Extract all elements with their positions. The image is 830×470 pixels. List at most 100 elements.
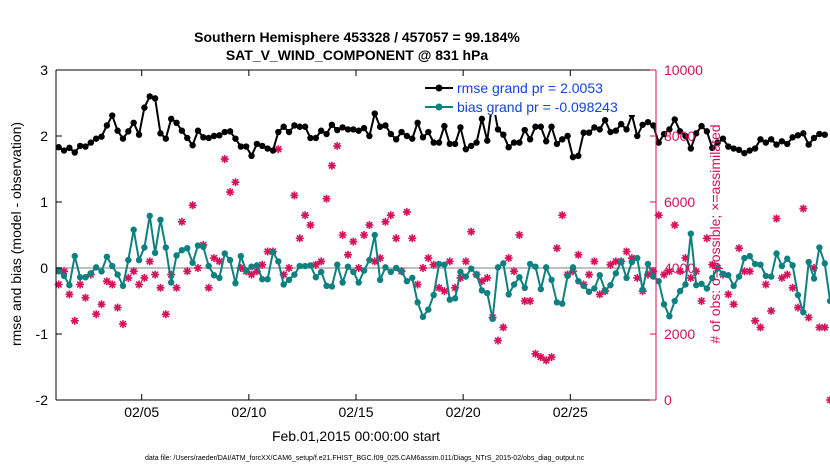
bias-point [226,256,234,264]
rmse-point [275,128,282,136]
obs-count-marker [151,270,160,279]
obs-count-marker [129,267,138,276]
rmse-point [248,152,255,159]
bias-point [141,244,148,251]
obs-count-marker [140,273,149,282]
obs-count-marker [542,356,551,365]
rmse-point [446,140,453,148]
rmse-point [366,132,373,140]
rmse-point [339,124,346,131]
legend-rmse-marker [435,84,443,92]
footnote: data file: /Users/raeder/DAI/ATM_forcXX/… [145,455,585,462]
bias-point [559,300,566,307]
rmse-point [484,137,491,144]
obs-count-marker [611,257,620,266]
rmse-point [323,130,330,138]
obs-count-marker [60,267,69,276]
bias-point [521,284,528,291]
rmse-point [173,119,180,127]
rmse-point [221,128,228,136]
obs-count-marker [788,283,797,292]
obs-count-marker [826,396,830,404]
obs-count-marker [654,211,663,220]
bias-point [789,262,796,269]
rmse-point [725,143,732,150]
rmse-point [526,136,534,143]
obs-count-marker [295,234,304,243]
rmse-point [634,132,641,140]
obs-count-marker [451,283,460,292]
obs-count-marker [333,141,342,150]
rmse-point [109,112,116,119]
obs-count-marker [274,145,283,154]
bias-point [526,260,534,268]
obs-count-marker [815,323,824,332]
bias-point [119,282,127,290]
rmse-point [398,128,405,136]
obs-count-marker [285,264,294,272]
rmse-point [307,134,314,142]
bias-point [280,281,287,288]
bias-point [296,262,303,270]
bias-point [494,264,502,271]
rmse-point [516,139,523,146]
rmse-point [210,132,218,140]
y-right-tick-label: 4000 [664,260,695,276]
obs-count-marker [547,353,556,362]
bias-point [339,279,346,286]
obs-count-marker [247,270,256,279]
rmse-point [676,128,684,135]
rmse-point [719,135,727,142]
rmse-point [66,144,73,152]
obs-count-marker [531,349,540,358]
rmse-point [698,122,705,130]
bias-point [725,272,732,279]
bias-point [210,272,218,279]
obs-count-marker [322,194,331,203]
obs-count-marker [761,280,770,289]
obs-count-marker [365,221,374,230]
obs-count-marker [161,310,170,319]
rmse-point [559,136,566,143]
bias-point [542,264,550,271]
bias-point [703,285,711,292]
obs-count-marker [477,277,486,286]
bias-point [237,252,245,260]
bias-point [591,285,598,292]
obs-count-marker [156,283,165,292]
rmse-point [478,115,486,123]
obs-count-marker [306,221,315,230]
bias-point [676,287,684,295]
obs-count-marker [108,280,117,289]
bias-point [312,274,320,281]
bias-point [328,283,336,290]
bias-point [532,263,539,270]
bias-point [719,270,727,278]
obs-count-marker [392,234,401,243]
rmse-point [773,141,780,148]
rmse-point [462,146,470,153]
bias-point [821,260,828,267]
y-left-tick-label: 2 [40,128,48,144]
bias-point [794,291,802,299]
obs-count-marker [536,353,545,362]
obs-count-marker [102,277,111,286]
rmse-point [494,126,502,133]
x-tick-label: 02/15 [338,404,373,420]
rmse-point [751,145,759,152]
obs-count-marker [568,267,577,276]
bias-point [264,276,271,283]
bias-point [655,278,662,285]
obs-count-marker [408,234,417,243]
bias-point [735,273,743,280]
rmse-point [98,133,105,140]
rmse-point [510,139,518,146]
obs-count-marker [445,257,454,266]
bias-point [382,264,389,271]
obs-count-marker [467,227,476,236]
plot-area [56,70,656,400]
rmse-point [425,128,432,136]
rmse-point [135,131,143,138]
obs-count-marker [317,257,326,266]
